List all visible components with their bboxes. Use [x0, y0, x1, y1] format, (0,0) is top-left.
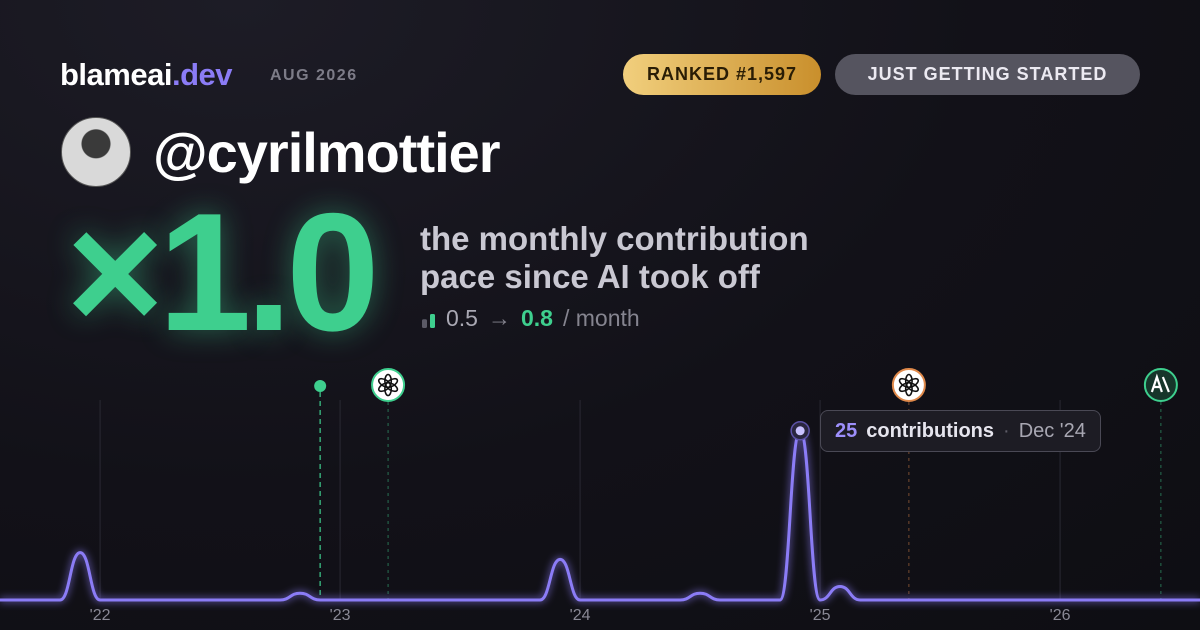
multiplier: ×1.0 [66, 178, 380, 366]
tooltip: 25 contributions · Dec '24 [820, 410, 1101, 452]
x-tick-label: '23 [330, 607, 351, 624]
pace-after: 0.8 [520, 305, 553, 331]
handle: @cyrilmottier [153, 121, 501, 184]
avatar [61, 117, 131, 187]
event-icon [891, 368, 926, 402]
caption: pace since AI took off [420, 258, 760, 295]
tooltip-date: Dec '24 [1018, 419, 1086, 442]
event-marker [1143, 368, 1178, 600]
arrow: → [487, 305, 511, 331]
brand-tld: .dev [171, 57, 233, 92]
event-marker [891, 368, 926, 600]
icon-glyph [898, 377, 913, 389]
event-marker [314, 380, 327, 600]
event-marker [371, 368, 406, 600]
tooltip-value: 25 [835, 419, 858, 442]
pace-bar [422, 318, 427, 328]
brand: blameai.dev [60, 57, 232, 93]
tooltip-label: contributions [866, 419, 995, 442]
series-line [0, 429, 1200, 602]
date: AUG 2026 [270, 67, 358, 84]
pace-bars [422, 313, 435, 328]
unit: / month [562, 305, 640, 331]
rank-badge: RANKED #1,597 [623, 54, 821, 95]
pace: 0.5 → 0.8 / month [420, 305, 640, 332]
x-tick-label: '25 [810, 607, 831, 624]
x-tick-label: '22 [90, 607, 111, 624]
stage-badge: JUST GETTING STARTED [835, 54, 1140, 95]
event-icon [371, 368, 406, 402]
pace-bar [430, 313, 435, 328]
x-tick-label: '24 [570, 607, 591, 624]
x-tick-label: '26 [1050, 607, 1071, 624]
icon-glyph [377, 377, 392, 389]
pace-before: 0.5 [446, 305, 478, 331]
caption: the monthly contribution [420, 220, 809, 257]
event-dot [314, 380, 327, 392]
separator: · [1003, 419, 1010, 442]
event-icon [1143, 368, 1178, 402]
brand-name: blameai [60, 57, 172, 92]
icon-glyph [1150, 373, 1170, 393]
highlight-point [795, 426, 805, 436]
